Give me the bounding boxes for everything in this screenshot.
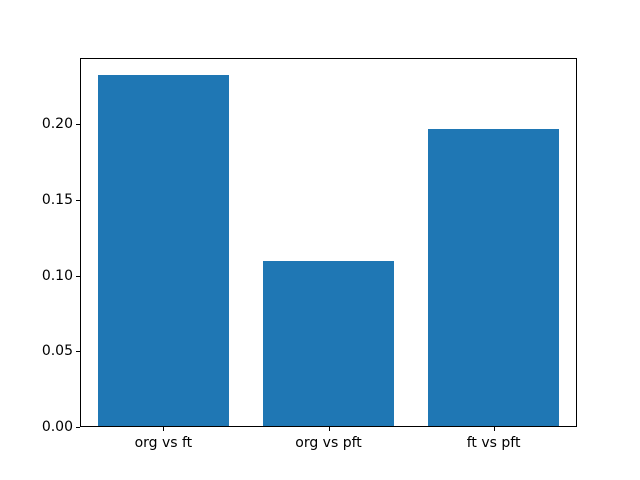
y-axis-tick	[76, 124, 80, 126]
y-tick-label: 0.15	[41, 191, 73, 208]
plot-area	[80, 58, 577, 427]
x-axis-tick	[163, 427, 165, 431]
y-axis-tick	[76, 427, 80, 428]
y-axis-tick	[76, 199, 80, 201]
x-axis-tick	[493, 427, 495, 431]
bar-org-vs-pft	[263, 260, 394, 426]
bar-org-vs-ft	[98, 74, 229, 426]
bar-ft-vs-pft	[428, 129, 559, 426]
y-tick-label: 0.05	[41, 343, 73, 360]
x-tick-label: org vs ft	[134, 435, 193, 451]
y-axis-tick	[76, 351, 80, 353]
y-tick-label: 0.20	[41, 116, 73, 133]
x-tick-label: org vs pft	[295, 435, 362, 451]
y-tick-label: 0.00	[41, 419, 73, 435]
y-tick-label: 0.10	[41, 267, 73, 284]
y-axis-tick	[76, 275, 80, 277]
x-axis-tick	[328, 427, 330, 431]
x-tick-label: ft vs pft	[466, 435, 521, 451]
